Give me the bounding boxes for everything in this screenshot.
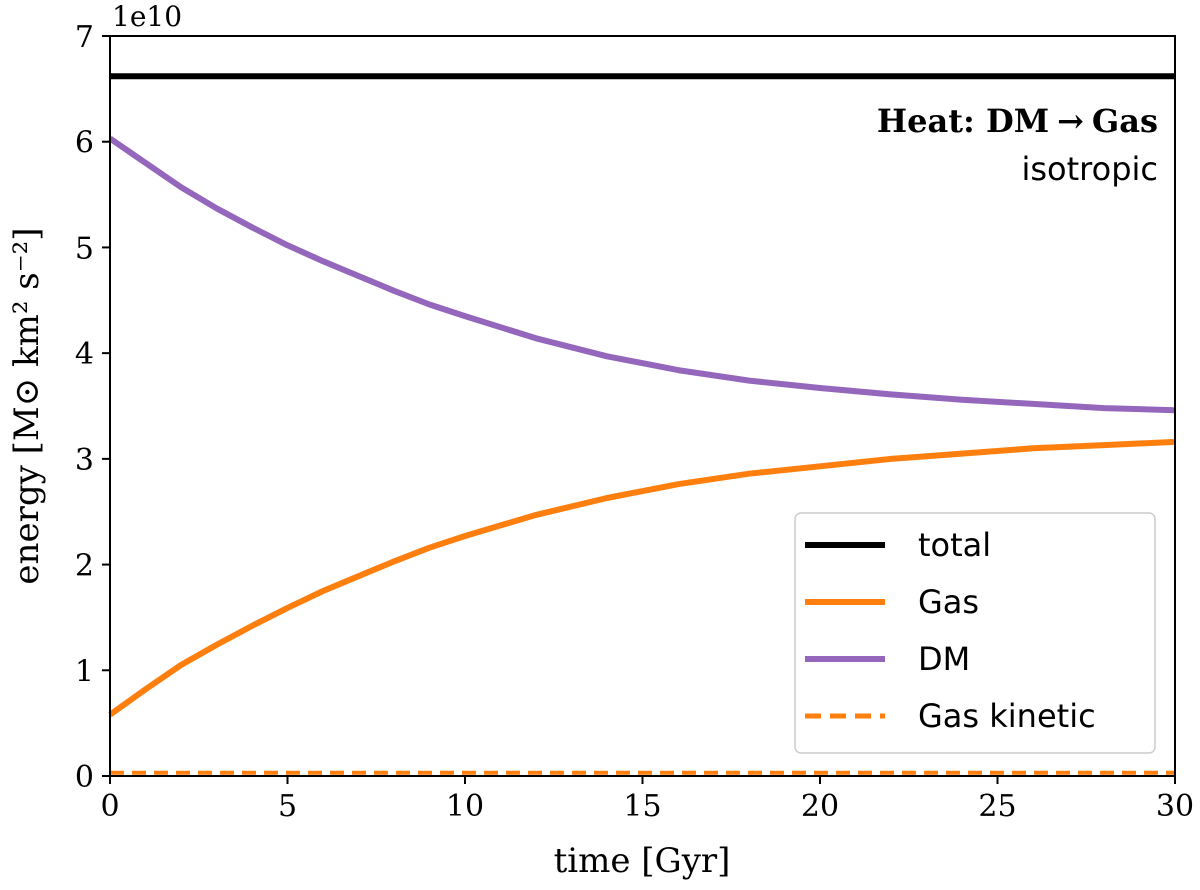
legend-box <box>794 512 1156 754</box>
annotation-title: Heat: DM → Gas <box>877 102 1158 140</box>
legend-label: Gas kinetic <box>918 697 1096 735</box>
series-line-gas <box>108 438 1176 718</box>
x-tick-label: 15 <box>623 789 661 824</box>
y-tick-label: 1 <box>75 654 94 689</box>
y-tick-label: 2 <box>75 549 94 584</box>
legend-label: Gas <box>918 583 979 621</box>
series-line-dm <box>108 136 1176 414</box>
annotation-arrow: → <box>1057 102 1084 140</box>
x-tick-label: 25 <box>978 789 1016 824</box>
x-tick-label: 5 <box>278 789 297 824</box>
annotation-subtitle: isotropic <box>1021 150 1158 188</box>
x-tick-label: 0 <box>100 789 119 824</box>
annotation-title-source: Heat: DM <box>877 102 1049 140</box>
x-tick-label: 10 <box>446 789 484 824</box>
legend-label: total <box>918 526 991 564</box>
x-tick-label: 20 <box>801 789 839 824</box>
y-tick-label: 4 <box>75 337 94 372</box>
legend: total Gas DM Gas kinetic <box>794 512 1156 754</box>
y-tick-label: 6 <box>75 126 94 161</box>
y-tick-label: 0 <box>75 760 94 795</box>
y-offset-label: 1e10 <box>112 0 182 33</box>
x-tick-label: 30 <box>1156 789 1194 824</box>
y-axis: 0 1 2 3 4 5 6 7 <box>75 20 110 795</box>
x-axis-label: time [Gyr] <box>554 841 731 881</box>
x-axis: 0 5 10 15 20 25 30 <box>100 776 1194 824</box>
series-layer <box>108 73 1176 775</box>
y-tick-label: 7 <box>75 20 94 55</box>
y-tick-label: 5 <box>75 231 94 266</box>
annotation-title-target: Gas <box>1092 102 1158 140</box>
legend-label: DM <box>918 640 970 678</box>
y-tick-label: 3 <box>75 443 94 478</box>
y-axis-label: energy [M⊙ km² s⁻²] <box>7 227 47 584</box>
